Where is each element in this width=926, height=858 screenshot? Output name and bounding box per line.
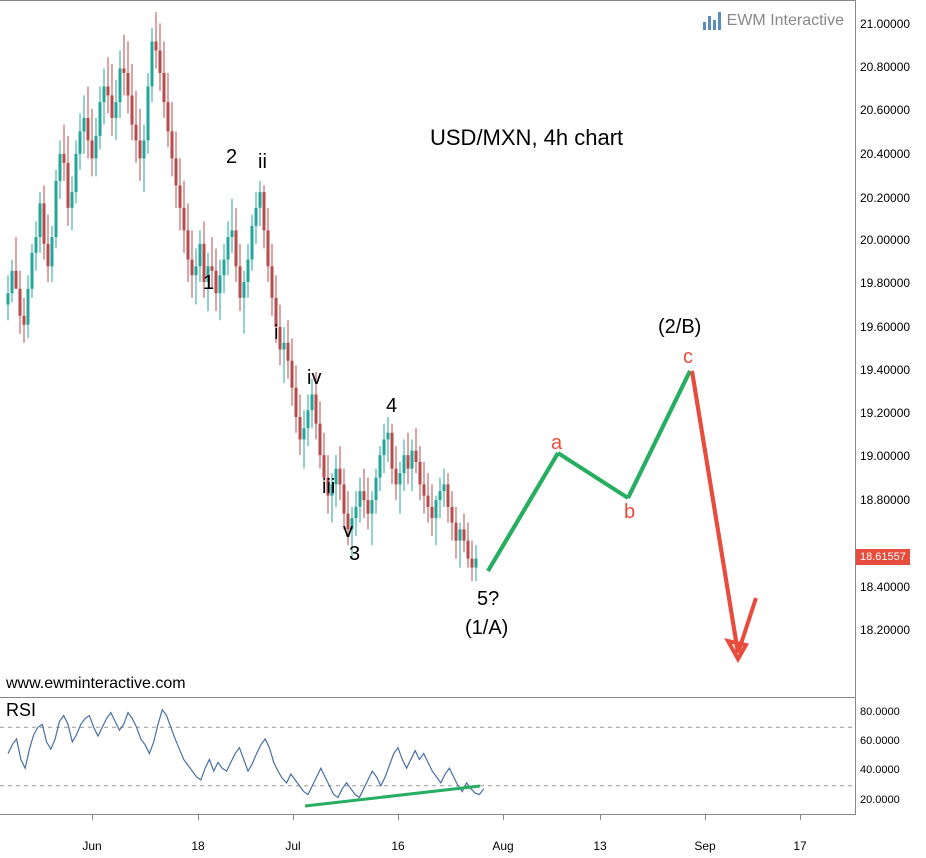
x-axis: Jun 18 Jul 16 Aug 13 Sep 17 — [0, 814, 856, 858]
wave-label: i — [274, 322, 278, 345]
rsi-axis-label: 60.0000 — [860, 735, 900, 747]
wave-label: iii — [322, 476, 335, 499]
y-axis-label: 18.20000 — [860, 623, 910, 637]
wave-label: a — [551, 432, 562, 455]
x-axis-label: Sep — [694, 839, 715, 853]
x-axis-label: Jun — [82, 839, 101, 853]
wave-label: (2/B) — [658, 316, 701, 339]
wave-label: v — [343, 520, 353, 543]
rsi-svg — [0, 698, 856, 815]
brand-bars-icon — [703, 12, 721, 30]
wave-label: 5? — [477, 588, 499, 611]
wave-label: 4 — [386, 395, 397, 418]
rsi-label: RSI — [6, 700, 36, 721]
x-axis-label: Aug — [492, 839, 513, 853]
y-axis-label: 18.80000 — [860, 493, 910, 507]
y-axis-label: 21.00000 — [860, 17, 910, 31]
wave-label: 1 — [203, 272, 214, 295]
wave-label: 2 — [226, 146, 237, 169]
brand-logo: EWM Interactive — [703, 12, 844, 30]
chart-title: USD/MXN, 4h chart — [430, 125, 623, 151]
x-axis-label: 18 — [191, 839, 204, 853]
y-axis-label: 20.40000 — [860, 147, 910, 161]
y-axis-label: 19.00000 — [860, 449, 910, 463]
y-axis-label: 19.80000 — [860, 276, 910, 290]
wave-label: ii — [258, 151, 267, 174]
website-url: www.ewminteractive.com — [6, 675, 186, 693]
y-axis-label: 20.60000 — [860, 103, 910, 117]
rsi-axis-label: 20.0000 — [860, 794, 900, 806]
y-axis-label: 18.40000 — [860, 580, 910, 594]
wave-label: iv — [307, 367, 321, 390]
y-axis-label: 20.20000 — [860, 191, 910, 205]
rsi-axis-label: 40.0000 — [860, 764, 900, 776]
wave-label: (1/A) — [465, 617, 508, 640]
rsi-axis-label: 80.0000 — [860, 706, 900, 718]
brand-text: EWM Interactive — [727, 12, 844, 30]
x-axis-label: 17 — [793, 839, 806, 853]
y-axis-label: 19.60000 — [860, 320, 910, 334]
price-chart: www.ewminteractive.com — [0, 0, 856, 697]
y-axis-label: 20.80000 — [860, 60, 910, 74]
price-chart-svg — [0, 1, 856, 698]
wave-label: c — [683, 346, 693, 369]
y-axis-label: 20.00000 — [860, 233, 910, 247]
rsi-panel: RSI — [0, 697, 856, 814]
current-price-tag: 18.61557 — [856, 549, 910, 565]
wave-label: b — [624, 501, 635, 524]
wave-label: 3 — [349, 543, 360, 566]
y-axis-label: 19.40000 — [860, 363, 910, 377]
y-axis-label: 19.20000 — [860, 406, 910, 420]
x-axis-label: 13 — [593, 839, 606, 853]
x-axis-label: 16 — [391, 839, 404, 853]
x-axis-label: Jul — [285, 839, 300, 853]
